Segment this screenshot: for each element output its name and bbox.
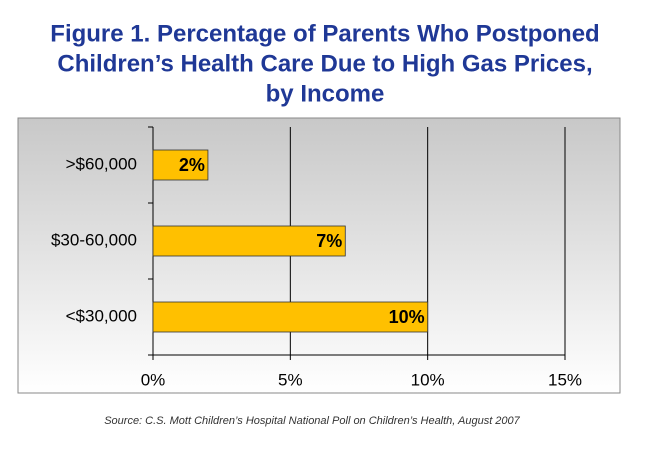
chart-title: by Income: [266, 80, 385, 107]
x-tick-label: 5%: [278, 370, 303, 389]
value-label: 2%: [179, 155, 205, 175]
source-note: Source: C.S. Mott Children’s Hospital Na…: [104, 415, 520, 427]
value-label: 7%: [316, 231, 342, 251]
chart-title: Figure 1. Percentage of Parents Who Post…: [50, 20, 599, 47]
x-tick-label: 15%: [548, 370, 582, 389]
x-tick-label: 0%: [141, 370, 166, 389]
value-label: 10%: [389, 307, 425, 327]
x-tick-label: 10%: [411, 370, 445, 389]
bar: [152, 301, 429, 333]
y-tick-label: >$60,000: [66, 154, 137, 173]
bar: [152, 225, 346, 257]
y-tick-label: $30-60,000: [51, 230, 137, 249]
chart-title: Children’s Health Care Due to High Gas P…: [57, 50, 592, 77]
bar: [152, 149, 209, 181]
y-tick-label: <$30,000: [66, 306, 137, 325]
